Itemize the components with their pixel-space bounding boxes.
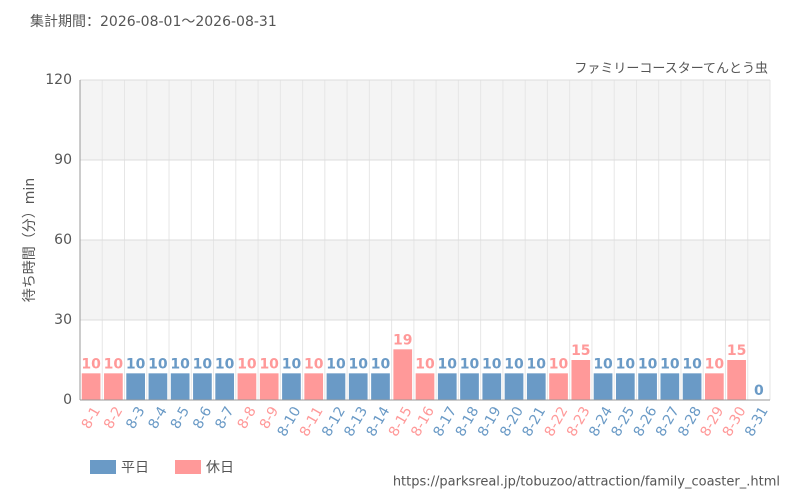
chart-title: 集計期間：2026-08-01～2026-08-31: [30, 13, 277, 30]
bar: [571, 360, 591, 400]
bar: [460, 373, 479, 400]
value-label: 0: [754, 383, 764, 399]
bar: [549, 373, 568, 400]
value-label: 10: [705, 356, 725, 372]
value-label: 10: [237, 356, 257, 372]
value-label: 10: [482, 356, 502, 372]
bar: [482, 373, 502, 400]
bar: [104, 373, 123, 400]
source-url: https://parksreal.jp/tobuzoo/attraction/…: [393, 475, 780, 490]
bar: [81, 373, 101, 400]
value-label: 10: [193, 356, 213, 372]
value-label: 10: [415, 356, 435, 372]
value-label: 10: [81, 356, 101, 372]
y-tick-label: 0: [63, 392, 72, 408]
value-label: 10: [638, 356, 658, 372]
y-tick-label: 60: [54, 232, 72, 248]
value-label: 15: [571, 343, 590, 359]
x-tick-label: 8-2: [101, 404, 126, 432]
bar: [504, 373, 524, 400]
x-tick-label: 8-8: [235, 404, 260, 432]
value-label: 10: [326, 356, 346, 372]
value-label: 10: [215, 356, 235, 372]
value-label: 10: [616, 356, 636, 372]
y-tick-label: 120: [45, 72, 72, 88]
x-tick-label: 8-6: [190, 404, 215, 432]
y-axis-label: 待ち時間（分）min: [22, 178, 38, 302]
bar: [415, 373, 435, 400]
bar: [348, 373, 368, 400]
x-tick-label: 8-1: [79, 404, 104, 432]
bar: [170, 373, 190, 400]
value-label: 10: [282, 356, 302, 372]
value-label: 10: [549, 356, 569, 372]
bar: [437, 373, 457, 400]
legend-label: 休日: [206, 460, 234, 476]
bar: [282, 373, 301, 400]
y-tick-label: 30: [54, 312, 72, 328]
bar: [615, 373, 635, 400]
value-label: 10: [348, 356, 368, 372]
grid-band: [80, 80, 770, 160]
value-label: 10: [527, 356, 547, 372]
bar: [215, 373, 235, 400]
x-tick-label: 8-3: [123, 404, 148, 432]
bar: [148, 373, 168, 400]
bar: [682, 373, 702, 400]
bar: [705, 373, 724, 400]
value-label: 10: [682, 356, 702, 372]
value-label: 10: [460, 356, 480, 372]
grid-band: [80, 240, 770, 320]
x-tick-label: 8-31: [742, 404, 772, 440]
bar: [393, 349, 413, 400]
bar: [526, 373, 546, 400]
legend-swatch: [175, 460, 201, 474]
value-label: 10: [660, 356, 680, 372]
value-label: 10: [304, 356, 324, 372]
bar: [259, 373, 279, 400]
value-label: 10: [104, 356, 124, 372]
bar: [126, 373, 145, 400]
bar: [326, 373, 346, 400]
bar: [371, 373, 390, 400]
bar: [237, 373, 257, 400]
legend-swatch: [90, 460, 116, 474]
bar: [638, 373, 657, 400]
value-label: 10: [148, 356, 168, 372]
value-label: 10: [438, 356, 458, 372]
y-tick-label: 90: [54, 152, 72, 168]
value-label: 10: [593, 356, 613, 372]
bar: [304, 373, 324, 400]
bar: [193, 373, 212, 400]
value-label: 10: [371, 356, 391, 372]
value-label: 19: [393, 332, 412, 348]
value-label: 10: [126, 356, 146, 372]
bar: [660, 373, 680, 400]
value-label: 10: [504, 356, 524, 372]
bar: [593, 373, 613, 400]
chart-subtitle: ファミリーコースターてんとう虫: [574, 62, 768, 77]
x-tick-label: 8-5: [168, 404, 193, 432]
legend-label: 平日: [121, 460, 149, 476]
value-label: 15: [727, 343, 746, 359]
x-tick-label: 8-7: [212, 404, 237, 432]
value-label: 10: [259, 356, 279, 372]
value-label: 10: [170, 356, 190, 372]
bar: [727, 360, 746, 400]
x-tick-label: 8-4: [146, 404, 171, 432]
